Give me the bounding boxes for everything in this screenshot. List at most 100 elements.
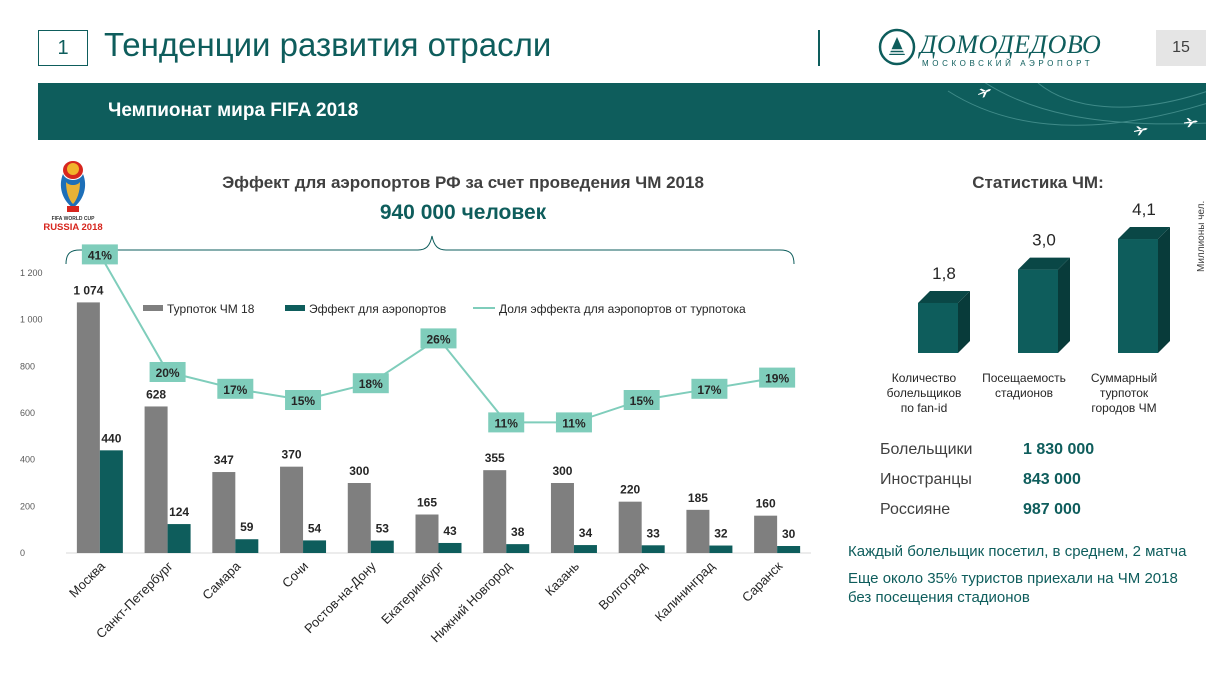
legend-swatch-tourist-flow (143, 305, 163, 311)
header-divider (818, 30, 820, 66)
share-marker (81, 244, 118, 265)
share-label: 11% (495, 416, 519, 430)
bar-tourist-flow (483, 470, 507, 553)
bar-label-tourist-flow: 220 (620, 483, 640, 497)
stat-label: Болельщики (880, 441, 973, 458)
bar-tourist-flow (550, 483, 574, 553)
bar-label-airport-effect: 30 (782, 527, 796, 541)
note-tourists-line2: без посещения стадионов (848, 589, 1030, 606)
airplane-icon (1183, 118, 1198, 128)
bar-tourist-flow (618, 501, 642, 553)
bar-tourist-flow (144, 406, 168, 553)
y-tick-label: 600 (20, 408, 35, 418)
fifa-logo-line1: FIFA WORLD CUP (52, 216, 96, 222)
share-marker (759, 367, 796, 388)
airplane-icon (1133, 126, 1148, 136)
stats-category-label: турпоток (1100, 386, 1149, 400)
legend-label-tourist-flow: Турпоток ЧМ 18 (167, 302, 255, 316)
bar-tourist-flow (280, 466, 304, 553)
bar-label-tourist-flow: 185 (688, 491, 708, 505)
airplane-route-decoration (947, 83, 1206, 136)
stats-bar-side (958, 290, 970, 353)
stat-value: 987 000 (1023, 501, 1081, 518)
bar-label-airport-effect: 440 (101, 431, 121, 445)
fifa-logo-line2: RUSSIA 2018 (43, 222, 102, 233)
share-label: 17% (697, 383, 721, 397)
share-marker (149, 362, 186, 382)
slide-number-box: 1 (38, 30, 88, 66)
bar-label-tourist-flow: 370 (282, 448, 302, 462)
y-tick-label: 200 (20, 501, 35, 511)
y-tick-label: 1 200 (20, 268, 43, 278)
share-label: 41% (88, 248, 112, 262)
domodedovo-logo-icon (878, 28, 916, 66)
legend-label-share: Доля эффекта для аэропортов от турпотока (499, 302, 746, 316)
share-label: 20% (156, 366, 180, 380)
bar-tourist-flow (212, 472, 236, 553)
legend-label-airport-effect: Эффект для аэропортов (309, 302, 446, 316)
bar-label-tourist-flow: 300 (349, 464, 369, 478)
note-matches: Каждый болельщик посетил, в среднем, 2 м… (848, 543, 1187, 560)
share-label: 18% (359, 377, 383, 391)
stats-bar-side (1158, 227, 1170, 353)
bar-label-airport-effect: 34 (579, 526, 593, 540)
y-tick-label: 400 (20, 455, 35, 465)
chart-brace (65, 235, 795, 265)
bar-airport-effect (438, 542, 462, 553)
bar-tourist-flow (754, 515, 778, 553)
stats-bar-side (1058, 257, 1070, 353)
bar-airport-effect (506, 544, 530, 553)
stat-value: 843 000 (1023, 471, 1081, 488)
bar-label-airport-effect: 32 (714, 527, 728, 541)
bar-label-airport-effect: 124 (169, 505, 189, 519)
stat-label: Иностранцы (880, 471, 972, 488)
stat-row-foreigners: Иностранцы 843 000 (880, 471, 1210, 493)
page-number: 15 (1156, 30, 1206, 66)
slide-number: 1 (57, 36, 69, 59)
bar-airport-effect (99, 450, 123, 553)
bar-tourist-flow (415, 514, 439, 553)
bar-airport-effect (235, 539, 259, 553)
airport-effect-chart: 0 200 400 600 800 1 000 1 200 1 074 440 628 124 34… (20, 235, 811, 645)
stats-category-label: Суммарный (1091, 371, 1157, 385)
bar-label-airport-effect: 53 (376, 522, 390, 536)
stats-category-label: городов ЧМ (1091, 401, 1156, 415)
stats-bar (1118, 239, 1158, 353)
share-marker (217, 378, 254, 399)
share-marker (623, 390, 660, 410)
bar-airport-effect (709, 545, 733, 553)
stat-value: 1 830 000 (1023, 441, 1095, 458)
stats-category-label: Количество (892, 371, 957, 385)
bar-airport-effect (303, 540, 327, 553)
bar-label-tourist-flow: 628 (146, 387, 166, 401)
share-label: 26% (426, 332, 450, 346)
share-label: 11% (562, 416, 586, 430)
bar-tourist-flow (76, 302, 100, 553)
share-label: 15% (630, 394, 654, 408)
bar-label-tourist-flow: 165 (417, 496, 437, 510)
share-marker (555, 412, 592, 433)
stats-category-label: Посещаемость (982, 371, 1066, 385)
stats-bar-top (1018, 257, 1070, 270)
bar-airport-effect (777, 546, 801, 553)
share-label: 17% (223, 383, 247, 397)
share-marker (352, 373, 389, 394)
stats-category-label: стадионов (995, 386, 1053, 400)
logo-subtitle: МОСКОВСКИЙ АЭРОПОРТ (922, 59, 1094, 68)
logo-name: ДОМОДЕДОВО (920, 30, 1102, 59)
share-label: 19% (765, 372, 789, 386)
bar-label-tourist-flow: 160 (756, 497, 776, 511)
stat-label: Россияне (880, 501, 951, 518)
bar-label-tourist-flow: 300 (552, 464, 572, 478)
bar-airport-effect (641, 545, 665, 553)
share-marker (691, 378, 728, 399)
airplane-icon (978, 88, 992, 98)
y-tick-label: 0 (20, 548, 25, 558)
bar-tourist-flow (347, 483, 371, 553)
stat-row-russians: Россияне 987 000 (880, 501, 1210, 523)
bar-label-airport-effect: 59 (240, 520, 254, 534)
bar-label-tourist-flow: 347 (214, 453, 234, 467)
bar-tourist-flow (686, 509, 710, 553)
stats-title: Статистика ЧМ: (972, 173, 1104, 192)
